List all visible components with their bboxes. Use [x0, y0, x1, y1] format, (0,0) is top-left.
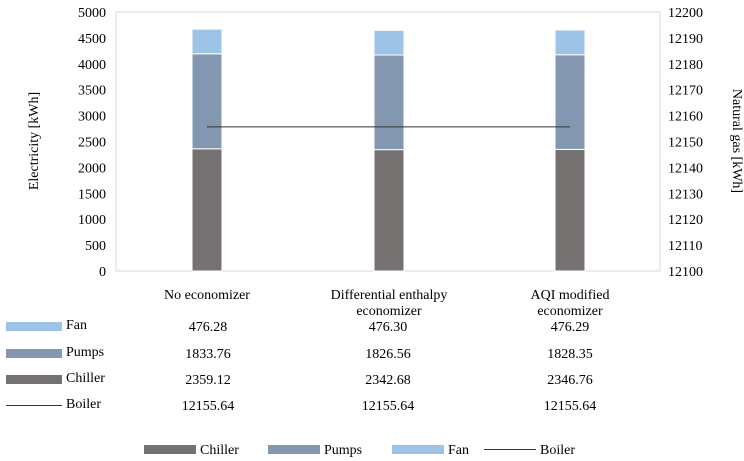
table-cell: 1826.56 — [365, 347, 411, 362]
y2-tick-label: 12200 — [668, 6, 703, 21]
y2-tick-label: 12180 — [668, 58, 703, 73]
y2-tick-label: 12140 — [668, 161, 703, 176]
y2-tick-label: 12100 — [668, 265, 703, 280]
y-axis-label: Electricity [kWh] — [27, 92, 42, 190]
table-cell: 12155.64 — [543, 399, 597, 414]
x-tick-label: No economizer — [164, 288, 250, 303]
y2-tick-label: 12190 — [668, 32, 703, 47]
table-row-label-pumps: Pumps — [66, 345, 105, 360]
right-axis-ticks: 12100 12110 12120 12130 12140 12150 12160 12170… — [668, 6, 703, 280]
table-cell: 2342.68 — [365, 373, 411, 388]
bar-pumps — [373, 54, 405, 151]
y-tick-label: 500 — [85, 239, 106, 254]
bar-fan — [373, 29, 405, 56]
table-row-label-boiler: Boiler — [66, 397, 101, 412]
table-swatch-fan — [6, 322, 62, 331]
x-tick-label: AQI modified — [531, 288, 610, 303]
y-tick-label: 4500 — [78, 32, 106, 47]
y-tick-label: 3500 — [78, 84, 106, 99]
legend-label-pumps: Pumps — [324, 443, 362, 458]
left-axis-ticks: 0 500 1000 1500 2000 2500 3000 3500 4000 4500 5000 — [78, 6, 106, 280]
y2-tick-label: 12170 — [668, 84, 703, 99]
y2-tick-label: 12110 — [668, 239, 702, 254]
y2-axis-label: Natural gas [kWh] — [729, 89, 744, 193]
table-cell: 2346.76 — [547, 373, 593, 388]
bars — [191, 28, 586, 272]
table-row-label-fan: Fan — [66, 318, 87, 333]
bar-chiller — [373, 149, 405, 272]
y-tick-label: 2500 — [78, 136, 106, 151]
y-tick-label: 0 — [99, 265, 106, 280]
legend-label-chiller: Chiller — [200, 443, 239, 458]
legend-label-fan: Fan — [448, 443, 469, 458]
table-cell: 476.28 — [188, 320, 228, 335]
bar-fan — [554, 29, 586, 56]
x-tick-label: Differential enthalpy — [331, 288, 448, 303]
bar-chiller — [554, 148, 586, 272]
y2-tick-label: 12120 — [668, 213, 703, 228]
y-tick-label: 1000 — [78, 213, 106, 228]
table-row-label-chiller: Chiller — [66, 371, 105, 386]
legend: Chiller Pumps Fan Boiler — [144, 443, 575, 458]
bar-pumps — [554, 54, 586, 150]
x-tick-label: economizer — [537, 304, 603, 319]
y2-tick-label: 12150 — [668, 136, 703, 151]
legend-swatch-fan — [392, 445, 444, 454]
y-tick-label: 4000 — [78, 58, 106, 73]
table-swatch-pumps — [6, 349, 62, 358]
y-tick-label: 5000 — [78, 6, 106, 21]
legend-label-boiler: Boiler — [540, 443, 575, 458]
table-cell: 1828.35 — [547, 347, 593, 362]
table-cell: 12155.64 — [361, 399, 415, 414]
x-tick-label: economizer — [356, 304, 422, 319]
bar-chiller — [191, 148, 223, 272]
table-cell: 1833.76 — [185, 347, 231, 362]
bar-fan — [191, 28, 223, 55]
table-cell: 12155.64 — [181, 399, 235, 414]
bar-pumps — [191, 53, 223, 150]
y2-tick-label: 12130 — [668, 187, 703, 202]
y2-tick-label: 12160 — [668, 110, 703, 125]
table-cell: 476.30 — [368, 320, 408, 335]
legend-swatch-chiller — [144, 445, 196, 454]
y-tick-label: 3000 — [78, 110, 106, 125]
y-tick-label: 1500 — [78, 187, 106, 202]
table-swatch-chiller — [6, 375, 62, 384]
legend-swatch-pumps — [268, 445, 320, 454]
category-labels: No economizer Differential enthalpyeconom… — [164, 288, 609, 319]
y-tick-label: 2000 — [78, 161, 106, 176]
table-cell: 476.29 — [550, 320, 590, 335]
table-cell: 2359.12 — [185, 373, 231, 388]
table-swatch-boiler — [6, 405, 62, 406]
